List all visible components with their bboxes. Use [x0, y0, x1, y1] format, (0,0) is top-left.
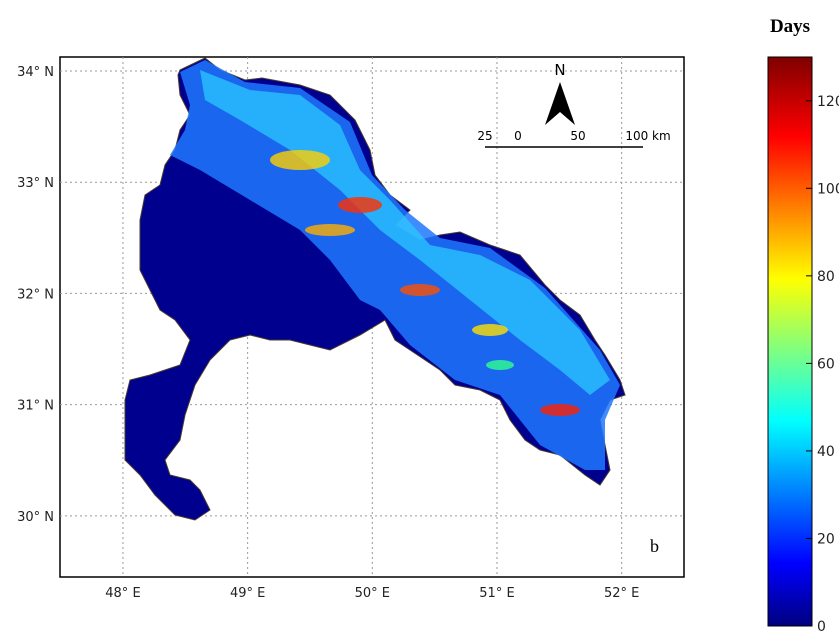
scale-label: 50	[570, 129, 585, 143]
lon-tick-label: 49° E	[230, 586, 265, 601]
north-label: N	[554, 61, 565, 79]
lat-tick-label: 31° N	[17, 399, 54, 414]
colorbar-tick-label: 100	[817, 181, 839, 197]
lon-tick-label: 51° E	[479, 586, 514, 601]
lat-tick-label: 33° N	[17, 176, 54, 191]
colorbar-tick-label: 80	[817, 269, 835, 285]
scale-label: 100 km	[625, 129, 670, 143]
colorbar-title: Days	[770, 16, 810, 37]
lat-tick-label: 32° N	[17, 287, 54, 302]
colorbar-tick-label: 120	[817, 94, 839, 110]
colorbar-tick-label: 20	[817, 531, 835, 547]
page: {"map": { "lon_range": [47.495, 52.5], "…	[0, 0, 839, 632]
lat-tick-label: 30° N	[17, 510, 54, 525]
colorbar-tick-label: 40	[817, 444, 835, 460]
lon-tick-label: 48° E	[105, 586, 140, 601]
figure: N 25 0 50 100 km b Days 0 20 40 60 80 100 120 48°…	[0, 0, 839, 632]
lon-tick-label: 50° E	[355, 586, 390, 601]
lon-tick-label: 52° E	[604, 586, 639, 601]
panel-label: b	[650, 536, 659, 556]
scale-label: 0	[514, 129, 522, 143]
colorbar-tick-label: 0	[817, 619, 826, 632]
colorbar-tick-label: 60	[817, 356, 835, 372]
scale-label: 25	[477, 129, 492, 143]
colorbar	[768, 57, 812, 626]
lat-tick-label: 34° N	[17, 65, 54, 80]
